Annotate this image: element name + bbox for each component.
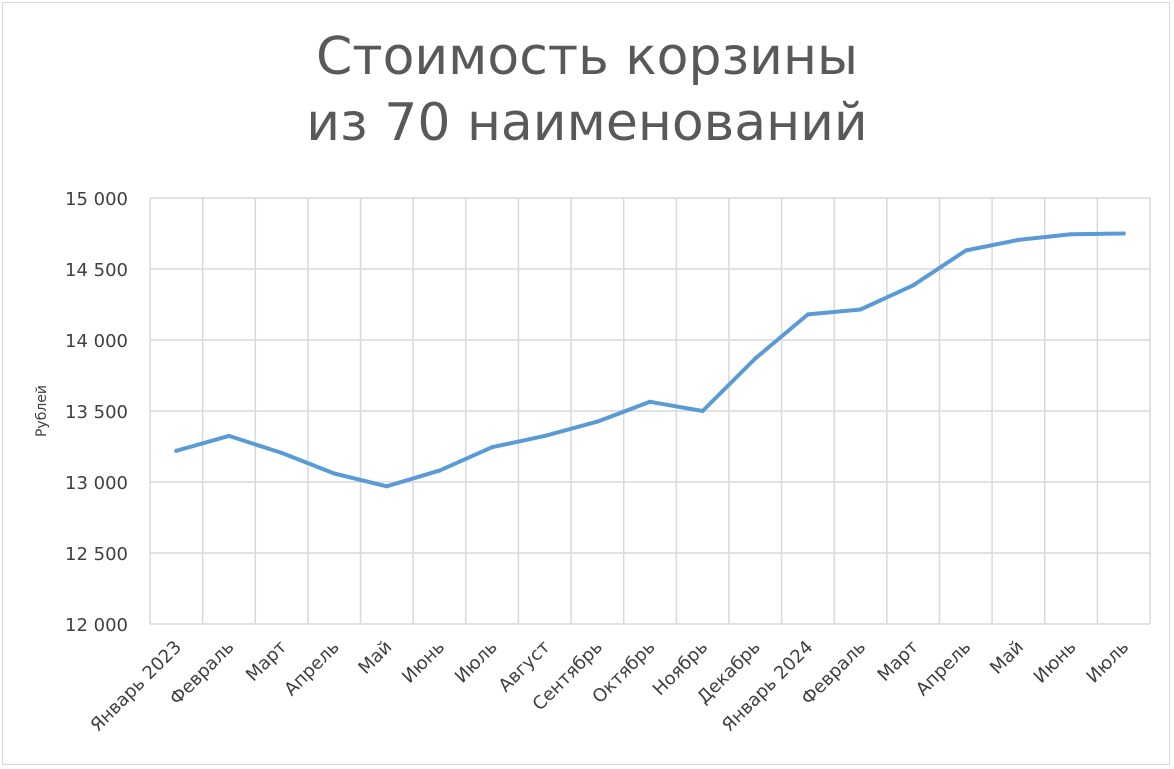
x-tick-label: Январь 2024 <box>718 637 817 736</box>
data-point <box>1121 231 1126 236</box>
x-tick-label: Апрель <box>912 637 975 700</box>
data-point <box>858 307 863 312</box>
data-point <box>226 433 231 438</box>
data-point <box>648 399 652 404</box>
y-tick-label: 12 500 <box>65 544 128 565</box>
chart-title: Стоимость корзины из 70 наименований <box>0 24 1174 156</box>
data-point <box>595 419 600 424</box>
chart-title-line-1: Стоимость корзины <box>315 27 859 87</box>
data-point <box>542 433 547 438</box>
data-point <box>1069 232 1074 237</box>
x-tick-label: Июль <box>451 637 502 688</box>
x-tick-label: Март <box>242 637 291 686</box>
data-point <box>753 356 758 361</box>
series-group <box>174 231 1126 489</box>
data-point <box>332 471 337 476</box>
horizontal-gridlines <box>150 197 1150 625</box>
data-point <box>279 450 284 455</box>
y-tick-label: 14 000 <box>65 331 128 352</box>
data-point <box>437 468 442 473</box>
x-tick-label: Май <box>354 637 396 679</box>
x-tick-label: Апрель <box>280 637 343 700</box>
y-axis-label: Рублей <box>34 385 50 437</box>
y-tick-label: 12 000 <box>65 615 128 636</box>
x-tick-label: Июль <box>1082 637 1133 688</box>
chart-title-line-2: из 70 наименований <box>306 93 868 153</box>
data-point <box>1016 237 1021 242</box>
data-point <box>911 283 916 288</box>
x-tick-label: Май <box>986 637 1028 679</box>
x-tick-label: Март <box>874 637 923 686</box>
y-tick-label: 13 000 <box>65 473 128 494</box>
series-line <box>174 231 1126 489</box>
data-point <box>174 448 179 453</box>
x-tick-label: Июнь <box>1030 637 1081 688</box>
y-tick-label: 14 500 <box>65 260 128 281</box>
data-point <box>963 248 968 253</box>
y-axis-ticks: 12 000 12 500 13 000 13 500 14 000 14 500 15 0… <box>65 189 128 636</box>
data-point <box>384 484 389 489</box>
data-point <box>700 409 705 413</box>
x-tick-label: Июнь <box>398 637 449 688</box>
y-tick-label: 15 000 <box>65 189 128 210</box>
y-tick-label: 13 500 <box>65 402 128 423</box>
data-point <box>805 312 810 317</box>
x-tick-label: Январь 2023 <box>87 637 186 736</box>
data-point <box>490 445 495 450</box>
